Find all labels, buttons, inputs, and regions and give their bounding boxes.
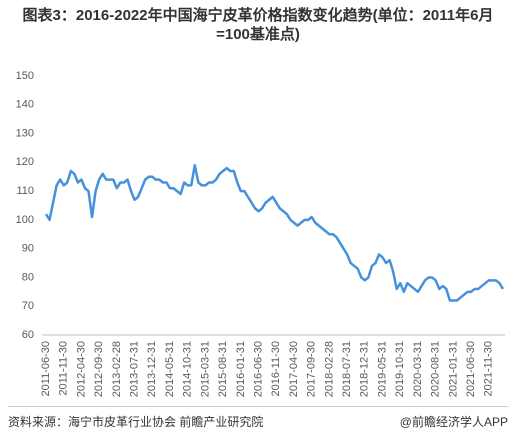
chart: 60 70 80 90 100 110 120 130 140 150 2011-06-30 2011… <box>16 70 505 397</box>
x-tick-label: 2012-09-30 <box>93 341 105 397</box>
data-line <box>44 163 505 302</box>
x-tick-label: 2017-09-30 <box>306 341 318 397</box>
x-tick-label: 2011-11-30 <box>58 341 70 396</box>
y-tick-label: 80 <box>22 271 34 283</box>
x-tick-label: 2019-10-31 <box>394 341 406 397</box>
x-tick-label: 2020-03-31 <box>412 341 424 397</box>
y-tick-label: 60 <box>22 329 34 341</box>
x-tick-label: 2012-04-30 <box>75 341 87 397</box>
x-tick-label: 2013-12-31 <box>146 341 158 397</box>
x-tick-label: 2013-02-28 <box>111 341 123 397</box>
x-tick-label: 2015-03-31 <box>199 341 211 397</box>
y-tick-label: 90 <box>22 243 34 255</box>
chart-title: 图表3：2016-2022年中国海宁皮革价格指数变化趋势(单位：2011年6月=… <box>22 7 494 43</box>
x-tick-label: 2016-06-30 <box>252 341 264 397</box>
divider <box>8 406 508 407</box>
x-tick-label: 2016-01-31 <box>235 341 247 397</box>
x-tick-label: 2019-05-31 <box>376 341 388 397</box>
y-tick-label: 100 <box>16 214 34 226</box>
x-tick-label: 2021-06-30 <box>465 341 477 397</box>
x-tick-label: 2020-08-31 <box>430 341 442 397</box>
x-tick-label: 2015-08-31 <box>217 341 229 397</box>
credit: @前瞻经济学人APP <box>399 415 508 429</box>
source: 资料来源：海宁市皮革行业协会 前瞻产业研究院 <box>8 415 264 429</box>
x-tick-label: 2016-11-30 <box>270 341 282 396</box>
x-tick-label: 2014-10-31 <box>182 341 194 397</box>
x-tick-label: 2018-07-31 <box>341 341 353 397</box>
y-tick-label: 150 <box>16 70 34 82</box>
y-tick-label: 130 <box>16 127 34 139</box>
y-tick-label: 110 <box>16 185 34 197</box>
x-tick-label: 2014-05-31 <box>164 341 176 397</box>
x-tick-label: 2013-07-31 <box>128 341 140 397</box>
x-tick-label: 2021-11-30 <box>483 341 495 396</box>
y-tick-label: 70 <box>22 300 34 312</box>
x-tick-label: 2018-02-28 <box>323 341 335 397</box>
x-tick-label: 2021-01-31 <box>447 341 459 397</box>
x-tick-label: 2011-06-30 <box>40 341 52 396</box>
x-tick-label: 2017-04-30 <box>288 341 300 397</box>
x-tick-label: 2018-12-31 <box>359 341 371 397</box>
y-tick-label: 140 <box>16 99 34 111</box>
y-tick-label: 120 <box>16 156 34 168</box>
